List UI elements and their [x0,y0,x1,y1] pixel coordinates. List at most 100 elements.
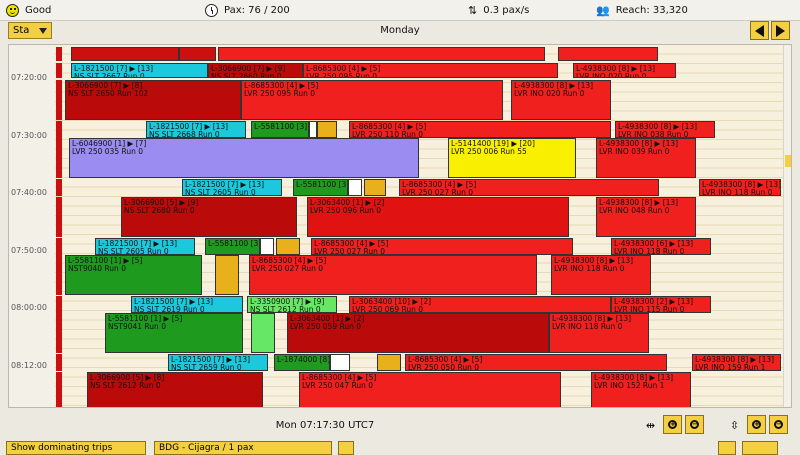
route-dropdown[interactable]: BDG - Cijagra / 1 pax [154,441,332,455]
trip-block[interactable]: L-1821500 [7] ▶ [13] NS SLT 2619 Run 0 [131,296,243,313]
trip-line-label: L-4938300 [8] ▶ [13] [576,64,656,73]
trip-block[interactable]: L-4938300 [8] ▶ [13] LVR INO 039 Run 0 [596,138,696,178]
trip-block[interactable] [364,179,386,196]
trip-block[interactable]: L-3066900 [5] ▶ [8] NS SLT 2612 Run 0 [87,372,263,407]
fit-width-icon[interactable]: ⇹ [645,419,656,432]
trip-block[interactable]: L-8685300 [4] ▶ [5] LVR 250 095 Run 0 [241,80,503,120]
trip-block[interactable]: L-3350900 [7] ▶ [9] NS SLT 2612 Run 0 [247,296,337,313]
zoom-in-vertical-button[interactable]: + [747,415,766,434]
timeline-panel[interactable]: 07:20:00 07:30:00 07:40:00 07:50:00 08:0… [8,44,792,408]
trip-block[interactable]: L-5141400 [19] ▶ [20] LVR 250 006 Run 55 [448,138,576,178]
zoom-out-vertical-button[interactable]: − [769,415,788,434]
trip-block[interactable] [251,313,275,353]
trip-block[interactable]: L-3066900 [5] ▶ [9] NS SLT 2680 Run 0 [121,197,297,237]
trip-block[interactable] [71,47,179,61]
trip-run-label: LVR 250 047 Run 0 [302,381,374,390]
trip-block[interactable]: L-5581100 [1] ▶ [5] NST9041 Run 0 [105,313,243,353]
trip-block[interactable] [317,121,337,138]
search-button[interactable] [718,441,736,455]
edit-button[interactable] [742,441,778,455]
time-label: 08:00:00 [11,303,47,312]
trip-block[interactable]: L-4938300 [8] ▶ [13] LVR INO 159 Run 1 [692,354,781,371]
trip-block[interactable]: L-5581100 [3] ▶ [5] [293,179,348,196]
trip-run-label: NS SLT 2668 Run 0 [149,130,220,138]
trip-block[interactable]: L-1874000 [8] ▶ [10] [274,354,330,371]
trip-block[interactable]: L-4938300 [8] ▶ [13] LVR INO 020 Run 0 [511,80,611,120]
status-bar: Good Pax: 76 / 200 ⇅ 0.3 pax/s 👥 Reach: … [0,0,800,21]
trip-block[interactable] [348,179,362,196]
dominating-trips-dropdown[interactable]: Show dominating trips [6,441,146,455]
station-dropdown-value: Sta [13,25,30,36]
trip-block[interactable] [330,354,350,371]
trip-block[interactable]: L-6046900 [1] ▶ [7] LVR 250 035 Run 0 [69,138,419,178]
trip-block[interactable]: L-4938300 [8] ▶ [13] LVR INO 038 Run 0 [615,121,715,138]
trip-block[interactable]: L-8685300 [4] ▶ [5] LVR 250 027 Run 0 [399,179,659,196]
trip-block[interactable]: L-1821500 [7] ▶ [13] NS SLT 2668 Run 0 [146,121,246,138]
trip-block[interactable]: L-8685300 [4] ▶ [5] LVR 250 095 Run 0 [303,63,558,78]
trip-block[interactable]: L-8685300 [4] ▶ [5] LVR 250 027 Run 0 [311,238,573,255]
scroll-thumb[interactable] [785,155,791,167]
trip-block[interactable]: L-4938300 [8] ▶ [13] LVR INO 118 Run 0 [699,179,781,196]
trip-run-label: LVR INO 048 Run 0 [599,206,670,215]
trip-block[interactable] [558,47,658,61]
trip-block[interactable]: L-3063400 [1] ▶ [2] LVR 250 096 Run 0 [307,197,569,237]
trip-block[interactable]: L-8685300 [4] ▶ [5] LVR 250 050 Run 0 [405,354,667,371]
trip-block[interactable]: L-5581100 [3] ▶ [5] [251,121,309,138]
trip-block[interactable]: L-1821500 [7] ▶ [13] NS SLT 2659 Run 0 [168,354,268,371]
trip-block[interactable]: L-1821500 [7] ▶ [13] NS SLT 2667 Run 0 [71,63,208,78]
trip-block[interactable]: L-8685300 [4] ▶ [5] LVR 250 110 Run 0 [349,121,611,138]
trip-run-label: LVR INO 118 Run 0 [702,188,773,196]
trip-run-label: LVR 250 006 Run 55 [451,147,527,156]
filter-button[interactable] [338,441,354,455]
trip-block[interactable]: L-5581100 [1] ▶ [5] NST9040 Run 0 [65,255,202,295]
vertical-scrollbar[interactable] [783,45,791,407]
trip-block[interactable] [309,121,317,138]
zoom-out-horizontal-button[interactable]: − [685,415,704,434]
trip-run-label: LVR INO 020 Run 0 [576,72,647,78]
trip-run-label: NS SLT 2605 Run 0 [185,188,256,196]
trip-block[interactable] [260,238,274,255]
time-label: 07:50:00 [11,246,47,255]
trip-block[interactable]: L-4938300 [8] ▶ [13] LVR INO 118 Run 0 [549,313,649,353]
trip-block[interactable]: L-4938300 [8] ▶ [13] LVR INO 152 Run 1 [591,372,691,407]
next-day-button[interactable] [771,21,790,40]
trip-block[interactable] [276,238,300,255]
zoom-out-icon: − [774,420,783,429]
trip-run-label: NS SLT 2680 Run 0 [124,206,195,215]
trip-line-label: L-1874000 [8] ▶ [10] [277,355,330,364]
trip-run-label: NS SLT 2605 Run 0 [98,247,169,255]
smiley-icon [6,3,19,17]
trip-run-label: NS SLT 2660 Run 0 [211,72,282,78]
previous-day-button[interactable] [750,21,769,40]
trip-block[interactable]: L-4938300 [6] ▶ [13] LVR INO 118 Run 0 [611,238,711,255]
trip-block[interactable]: L-3066900 [7] ▶ [8] NS SLT 2650 Run 102 [65,80,241,120]
trip-block[interactable] [179,47,216,61]
trip-block[interactable]: L-8685300 [4] ▶ [5] LVR 250 047 Run 0 [299,372,561,407]
trip-block[interactable]: L-1821500 [7] ▶ [13] NS SLT 2605 Run 0 [95,238,195,255]
trip-block[interactable] [218,47,545,61]
trip-block[interactable]: L-3066900 [7] ▶ [9] NS SLT 2660 Run 0 [208,63,303,78]
time-label: 07:40:00 [11,188,47,197]
trip-run-label: NS SLT 2612 Run 0 [90,381,161,390]
trip-block[interactable]: L-8685300 [4] ▶ [5] LVR 250 027 Run 0 [249,255,537,295]
rate-indicator: ⇅ 0.3 pax/s [468,2,529,18]
station-dropdown[interactable]: Sta [8,22,52,39]
trip-block[interactable] [215,255,239,295]
trip-block[interactable]: L-3063400 [1] ▶ [2] LVR 250 059 Run 0 [287,313,549,353]
trip-run-label: LVR INO 020 Run 0 [514,89,585,98]
day-label: Monday [380,25,420,36]
zoom-in-horizontal-button[interactable]: + [663,415,682,434]
trip-block[interactable]: L-4938300 [2] ▶ [13] LVR INO 115 Run 0 [611,296,711,313]
trip-block[interactable]: L-4938300 [8] ▶ [13] LVR INO 118 Run 0 [551,255,651,295]
trip-line-label: L-5141400 [19] ▶ [20] [451,139,535,148]
trip-block[interactable] [377,354,401,371]
trip-line-label: L-8685300 [4] ▶ [5] [408,355,483,364]
trip-block[interactable]: L-5581100 [3] ▶ [5] [205,238,260,255]
trip-block[interactable]: L-4938300 [8] ▶ [13] LVR INO 048 Run 0 [596,197,696,237]
trip-block[interactable]: L-3063400 [10] ▶ [2] LVR 250 069 Run 0 [349,296,611,313]
fit-height-icon[interactable]: ⇳ [729,419,740,432]
trip-block[interactable]: L-1821500 [7] ▶ [13] NS SLT 2605 Run 0 [182,179,282,196]
trip-block[interactable]: L-4938300 [8] ▶ [13] LVR INO 020 Run 0 [573,63,676,78]
trip-line-label: L-3063400 [1] ▶ [2] [290,314,365,323]
trip-run-label: LVR INO 039 Run 0 [599,147,670,156]
